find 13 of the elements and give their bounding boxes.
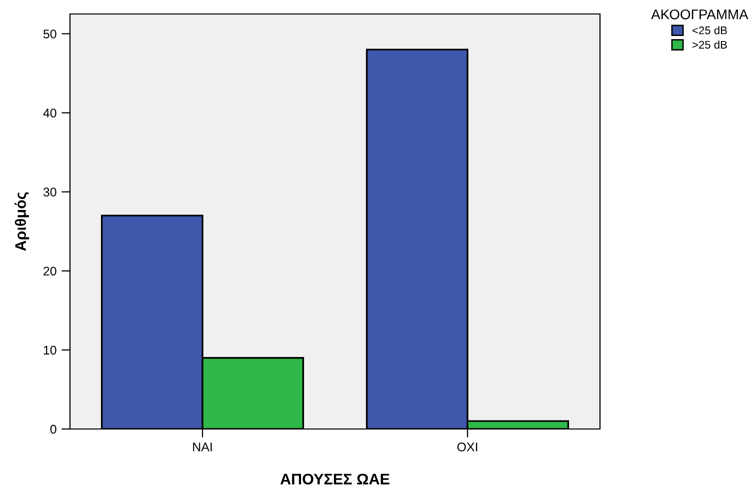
x-tick-label: ΝΑΙ [193,442,212,452]
y-tick-label: 50 [43,30,56,38]
legend-title: ΑΚΟΟΓΡΑΜΜΑ [651,9,748,20]
y-axis-title: Αριθμός [14,192,30,251]
y-tick-label: 0 [50,424,56,434]
y-tick-label: 10 [44,346,56,355]
y-tick-label: 40 [43,108,56,118]
y-tick-label: 30 [43,188,56,197]
y-tick-label: 20 [44,266,56,276]
x-axis-title: ΑΠΟΥΣΕΣ ΩΑΕ [280,474,390,485]
legend-label: >25 dB [692,40,727,49]
legend-label: <25 dB [692,26,727,34]
x-tick-label: ΟΧΙ [457,442,478,452]
